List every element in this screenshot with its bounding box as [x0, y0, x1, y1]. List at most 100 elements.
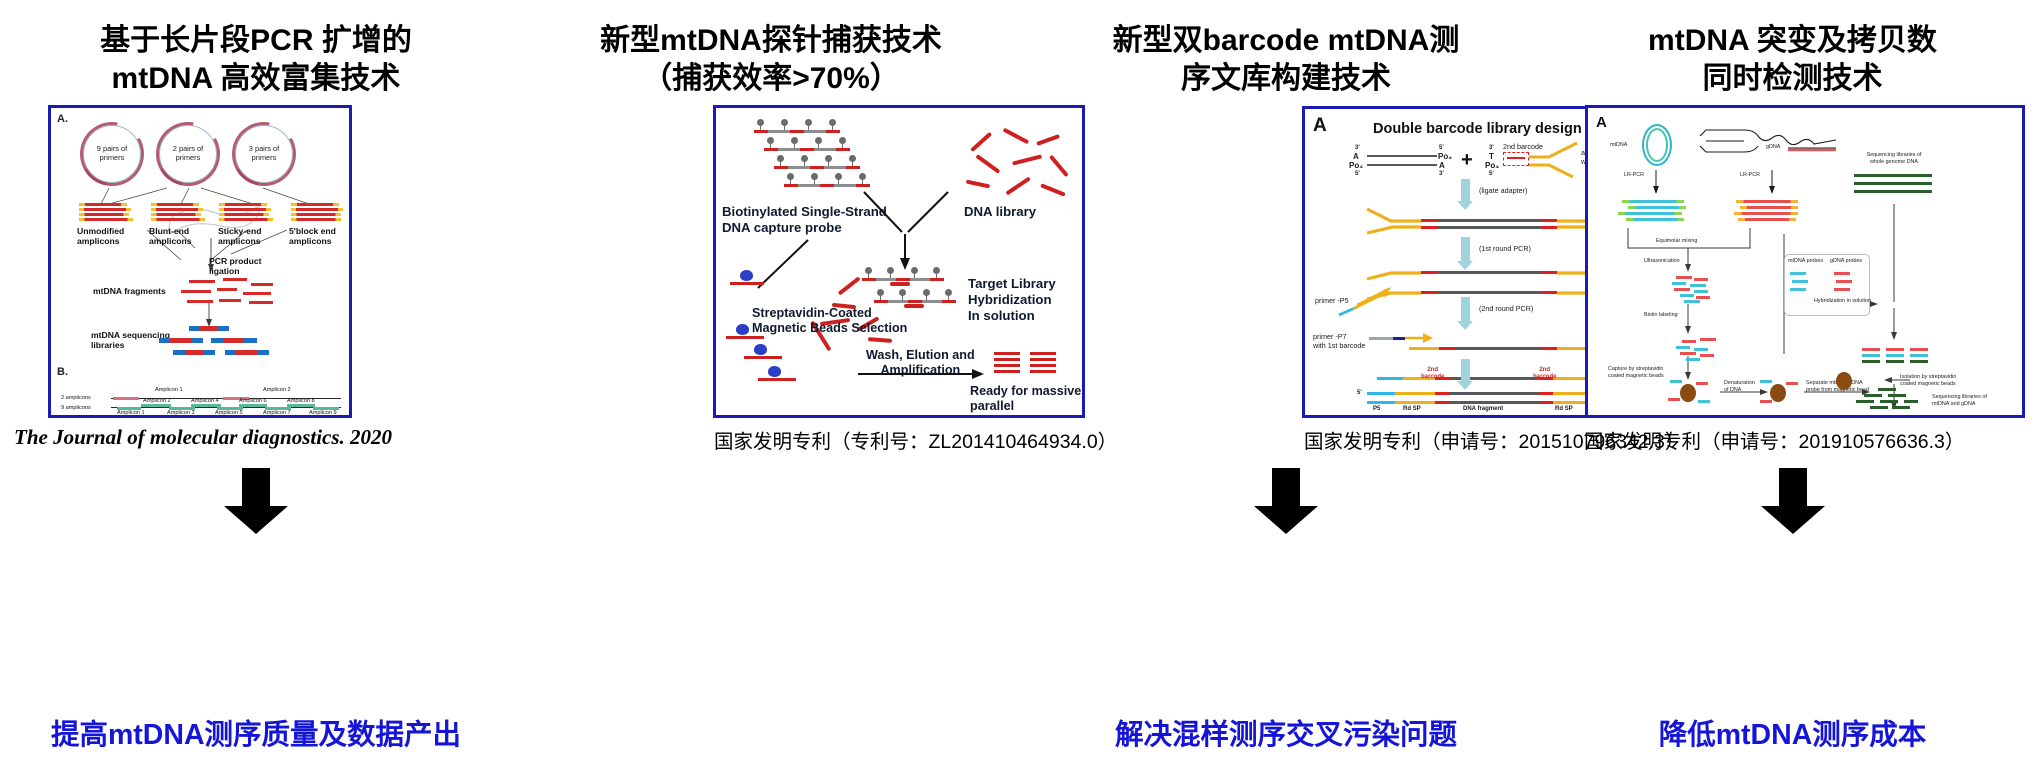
- second-barcode-label-2: 2nd barcode: [1533, 367, 1557, 380]
- column-3-arrow-wrap: [1030, 468, 1542, 538]
- column-4-caption: 国家发明专利（申请号：201910576636.3）: [1584, 431, 1965, 453]
- amplicon-stack-2: [151, 203, 205, 223]
- hybridization-solution-label: Hybridization in solution: [1814, 298, 1871, 304]
- mtdna-ring-icon: [1642, 124, 1672, 166]
- column-3-title: 新型双barcode mtDNA测 序文库构建技术: [1112, 24, 1460, 96]
- probes-inset: [1784, 254, 1870, 316]
- ultrasonication-label: Ultrasonication: [1644, 258, 1680, 264]
- dna-library-label: DNA library: [964, 204, 1037, 219]
- track-rdsp-1: Rd SP: [1403, 406, 1421, 412]
- panel-b-amplicon: Amplicon 9: [309, 410, 337, 416]
- panel-b-row-1-label: 2 amplicons: [61, 395, 91, 401]
- plasmid-2-label: 2 pairs of primers: [172, 144, 204, 162]
- panel-b-row-2-label: 9 amplicons: [61, 405, 91, 411]
- ligate-adapter-label: (ligate adapter): [1479, 186, 1528, 195]
- panel-letter-a: A.: [57, 113, 68, 125]
- amplicon-stack-4: [291, 203, 343, 223]
- equimolar-mixing-label: Equimolar mixing: [1656, 238, 1698, 244]
- five-prime-left: 5': [1357, 390, 1362, 396]
- wgs-libraries-label: Sequencing libraries of whole genome DNA: [1866, 152, 1922, 165]
- figure-3-heading: Double barcode library design: [1373, 121, 1582, 137]
- panel-letter-a: A: [1596, 114, 1607, 131]
- down-arrow-icon: [224, 468, 288, 534]
- column-1-caption: The Journal of molecular diagnostics. 20…: [14, 425, 393, 449]
- barcode-dashbox: [1503, 152, 1529, 166]
- panel-b-amplicon: Amplicon 1: [117, 410, 145, 416]
- ready-sequencing-label: Ready for massive parallel sequencing: [970, 384, 1082, 415]
- figure-2-connectors: [757, 191, 984, 379]
- capture-probe-label: Biotinylated Single-Strand DNA capture p…: [722, 204, 887, 236]
- panel-b-amplicon: Amplicon 7: [263, 410, 291, 416]
- amplicon-stack-3: [219, 203, 273, 223]
- amplicon-label-1: Unmodified amplicons: [77, 226, 125, 247]
- plus-sign: +: [1461, 149, 1473, 171]
- mtdna-probes-label: mtDNA probes: [1788, 258, 1824, 264]
- second-barcode-label: 2nd barcode: [1503, 142, 1543, 151]
- column-4-arrow-wrap: [1542, 468, 2043, 538]
- column-1-figure: A. 9 pairs of primers 2 pairs of primers…: [48, 105, 352, 418]
- magnetic-bead-2: [1770, 384, 1786, 402]
- plasmid-2: 2 pairs of primers: [143, 109, 233, 199]
- panel-b-amplicon: Amplicon 3: [167, 410, 195, 416]
- ready-sequencing-bands: [994, 352, 1056, 376]
- ligate-arrow-icon: [1457, 179, 1474, 211]
- column-3-caption: 国家发明专利（申请号：201510796342.3）: [1304, 431, 1685, 453]
- panel-b-amplicon: Amplicon 4: [191, 398, 219, 404]
- gdna-probes-label: gDNA probes: [1830, 258, 1863, 264]
- column-2-caption: 国家发明专利（专利号：ZL201410464934.0）: [714, 431, 1118, 453]
- panel-b-amplicon: Amplicon 8: [287, 398, 315, 404]
- first-pcr-arrow-icon: [1457, 237, 1474, 271]
- track-rdsp-2: Rd SP: [1555, 406, 1573, 412]
- column-1-arrow-wrap: [0, 468, 512, 538]
- column-3-outcome: 解决混样测序交叉污染问题: [1114, 719, 1457, 751]
- denaturation-label: Denaturation of DNA: [1724, 380, 1755, 393]
- column-4: mtDNA 突变及拷贝数 同时检测技术 A mtDNA LR-PCR: [1542, 0, 2043, 781]
- final-libraries-label: Sequencing libraries of mtDNA and gDNA: [1932, 394, 1987, 407]
- magnetic-bead-3: [1836, 372, 1852, 390]
- plasmid-1: 9 pairs of primers: [67, 109, 157, 199]
- column-4-title: mtDNA 突变及拷贝数 同时检测技术: [1648, 24, 1937, 96]
- down-arrow-icon: [1254, 468, 1318, 534]
- second-round-pcr-label: (2nd round PCR): [1479, 304, 1534, 313]
- wash-elution-label: Wash, Elution and Amplification: [866, 348, 975, 378]
- panel-b-amplicon: Amplicon 1: [155, 387, 183, 393]
- streptavidin-beads-label: Streptavidin-Coated Magnetic Beads Selec…: [752, 306, 908, 336]
- lrpcr-label-1: LR-PCR: [1624, 172, 1645, 178]
- magnetic-bead-1: [1680, 384, 1696, 402]
- mtdna-label: mtDNA: [1610, 142, 1628, 148]
- column-2: 新型mtDNA探针捕获技术 （捕获效率>70%）: [512, 0, 1117, 781]
- lrpcr-label-2: LR-PCR: [1740, 172, 1761, 178]
- biotin-labeling-label: Biotin labeling: [1644, 312, 1678, 318]
- panel-b-amplicon: Amplicon 5: [215, 410, 243, 416]
- mtdna-libraries-label: mtDNA sequencing libraries: [91, 330, 170, 351]
- column-1-outcome: 提高mtDNA测序质量及数据产出: [50, 719, 462, 751]
- track-p5: P5: [1373, 406, 1381, 412]
- plasmid-3-label: 3 pairs of primers: [248, 144, 280, 162]
- plasmid-3: 3 pairs of primers: [219, 109, 309, 199]
- primer-p7-label-left: primer -P7 with 1st barcode: [1313, 332, 1366, 350]
- panel-b-amplicon: Amplicon 6: [239, 398, 267, 404]
- second-pcr-arrow-icon: [1457, 297, 1474, 331]
- gdna-label: gDNA: [1766, 144, 1781, 150]
- column-1: 基于长片段PCR 扩增的 mtDNA 高效富集技术 A. 9 pairs of …: [0, 0, 512, 781]
- panel-b-amplicon: Amplicon 2: [263, 387, 291, 393]
- amplicon-label-4: 5'block end amplicons: [289, 226, 336, 247]
- amplicon-label-2: Blunt-end amplicons: [149, 226, 192, 247]
- column-3: 新型双barcode mtDNA测 序文库构建技术 A Double barco…: [1030, 0, 1685, 781]
- mtdna-fragments-label: mtDNA fragments: [93, 286, 166, 296]
- second-barcode-label-1: 2nd barcode: [1421, 367, 1445, 380]
- target-hybridization-label: Target Library Hybridization In solution: [968, 276, 1056, 324]
- plasmid-1-label: 9 pairs of primers: [96, 144, 128, 162]
- final-arrow-icon: [1457, 359, 1474, 391]
- down-arrow-icon: [1760, 468, 1825, 534]
- column-1-title: 基于长片段PCR 扩增的 mtDNA 高效富集技术: [100, 24, 412, 96]
- panel-letter-b: B.: [57, 366, 68, 378]
- column-4-figure: A mtDNA LR-PCR: [1585, 105, 2025, 418]
- first-round-pcr-label: (1st round PCR): [1479, 244, 1531, 253]
- amplicon-label-3: Sticky-end amplicons: [218, 226, 262, 247]
- column-4-outcome: 降低mtDNA测序成本: [1658, 719, 1927, 751]
- primer-p5-label-left: primer -P5: [1315, 296, 1349, 305]
- isolation-streptavidin-label: Isolation by streptavidin coated magneti…: [1900, 374, 1957, 387]
- pcr-ligation-label: PCR product ligation: [209, 256, 262, 277]
